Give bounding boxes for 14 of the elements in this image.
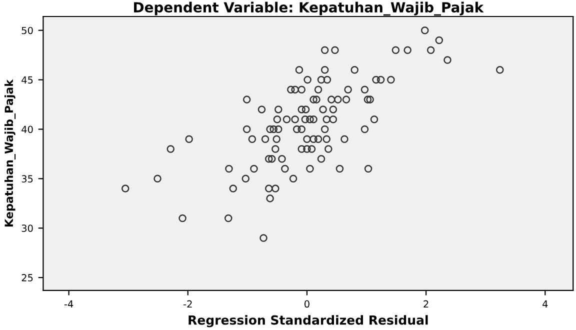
y-tick-label: 45: [22, 76, 33, 84]
y-tick-label: 50: [22, 26, 33, 34]
chart-title: Dependent Variable: Kepatuhan_Wajib_Pajak: [134, 2, 484, 16]
y-tick-label: 25: [22, 274, 33, 282]
y-tick-label: 35: [22, 175, 33, 182]
x-tick-label: 0: [304, 300, 310, 308]
y-tick-label: 30: [22, 224, 33, 232]
x-tick-label: 4: [542, 300, 548, 308]
x-tick-label: 2: [424, 300, 428, 308]
x-tick-label: -4: [64, 300, 74, 308]
y-tick-label: 40: [22, 126, 33, 134]
x-axis-title: Regression Standardized Residual: [188, 315, 428, 328]
y-axis-title: Kepatuhan_Wajib_Pajak: [4, 79, 16, 226]
x-tick-label: -2: [184, 300, 192, 308]
